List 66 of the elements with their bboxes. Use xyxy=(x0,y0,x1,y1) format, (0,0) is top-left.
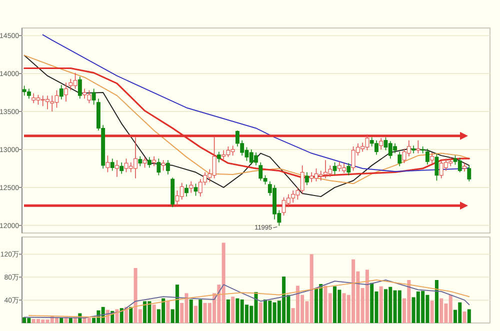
candlestick xyxy=(166,160,170,175)
candlestick xyxy=(379,138,384,150)
bar xyxy=(22,317,26,323)
candlestick xyxy=(78,76,82,100)
candlestick xyxy=(92,88,96,106)
bar xyxy=(198,299,202,323)
candlestick xyxy=(310,172,314,183)
candlestick xyxy=(147,156,152,168)
candlestick xyxy=(398,151,402,167)
candlestick xyxy=(142,156,147,168)
candlestick xyxy=(64,82,68,102)
candlestick xyxy=(106,155,110,173)
bar xyxy=(258,302,262,323)
bar xyxy=(333,286,337,323)
bar xyxy=(120,308,124,323)
bar xyxy=(166,301,170,323)
candlestick xyxy=(305,172,309,186)
bar xyxy=(226,299,230,323)
bar xyxy=(152,304,156,323)
candlestick xyxy=(416,140,420,154)
candlestick xyxy=(82,88,87,100)
bar xyxy=(194,306,198,323)
bar xyxy=(384,289,388,323)
candlestick xyxy=(412,145,416,154)
candlestick xyxy=(184,184,188,197)
candlestick xyxy=(194,183,198,196)
candlestick xyxy=(467,165,472,182)
candlestick xyxy=(425,148,430,166)
candlestick xyxy=(346,162,351,176)
candlestick xyxy=(59,84,64,100)
bar xyxy=(264,299,268,323)
bar xyxy=(87,318,91,323)
candlestick xyxy=(161,160,166,172)
bar xyxy=(434,280,438,323)
bar xyxy=(365,270,369,323)
bar xyxy=(440,298,444,323)
candlestick xyxy=(115,160,119,178)
candlestick xyxy=(458,157,462,173)
bar xyxy=(379,286,383,323)
candlestick xyxy=(222,150,226,160)
candlestick xyxy=(26,88,31,100)
bar xyxy=(60,318,64,323)
candlestick xyxy=(32,92,36,104)
candlestick xyxy=(110,158,114,172)
bar xyxy=(175,284,179,323)
bar xyxy=(189,299,193,323)
bar xyxy=(54,318,59,323)
bar xyxy=(143,301,147,323)
bar xyxy=(430,300,434,323)
candlestick xyxy=(430,152,434,164)
candlestick xyxy=(156,158,161,176)
candlestick xyxy=(152,156,156,167)
candlestick xyxy=(120,162,124,174)
candlestick xyxy=(189,180,194,194)
candlestick xyxy=(406,140,411,157)
candlestick xyxy=(216,151,221,163)
bar xyxy=(467,309,471,323)
bar xyxy=(129,306,133,323)
candlestick xyxy=(332,162,337,175)
bar xyxy=(462,312,466,323)
bar xyxy=(68,318,72,323)
bar xyxy=(115,309,119,323)
candlestick xyxy=(138,156,142,167)
candlestick xyxy=(434,154,439,182)
bar xyxy=(231,296,235,323)
bar xyxy=(370,282,374,323)
